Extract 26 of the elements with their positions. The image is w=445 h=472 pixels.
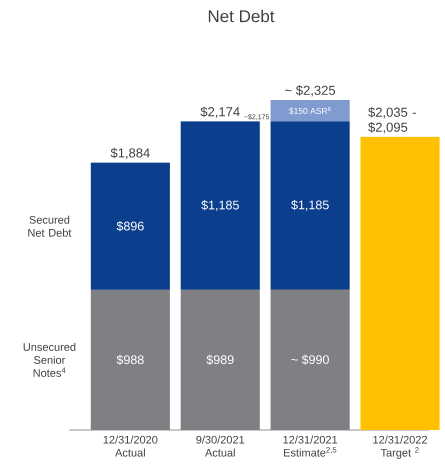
bar xyxy=(360,136,440,430)
bar xyxy=(90,290,170,430)
data-label: $988 xyxy=(116,354,144,365)
bar xyxy=(90,162,170,290)
bar xyxy=(270,100,350,122)
data-label: $1,185 xyxy=(201,200,239,211)
x-tick-label: 12/31/2022 Target $^{2}$ xyxy=(373,436,428,459)
total-label: $1,884 xyxy=(110,148,150,160)
bar xyxy=(180,290,260,430)
data-label: $1,185 xyxy=(291,200,329,211)
total-label: ~ $2,325 xyxy=(285,85,336,96)
x-tick-label: 12/31/2021 Estimate$^{2,5}$ xyxy=(283,436,338,457)
data-label: $896 xyxy=(116,221,144,232)
x-tick-label: 9/30/2021 Actual xyxy=(196,436,244,457)
data-label: $989 xyxy=(206,354,234,365)
bar xyxy=(270,121,350,290)
series-label: Unsecured Senior Notes$^{4}$ xyxy=(24,342,76,377)
x-tick-label: 12/31/2020 Actual xyxy=(104,436,158,457)
bar xyxy=(180,121,260,290)
data-label: ~ $990 xyxy=(291,354,329,365)
bar xyxy=(270,289,350,430)
chart-title: Net Debt xyxy=(208,10,274,22)
annotation: $2,035 - $2,095 xyxy=(368,107,416,134)
total-label: $2,174 xyxy=(200,106,240,118)
data-label: $150 ASR$^{6}$ xyxy=(288,106,331,114)
series-label: Secured Net Debt xyxy=(28,216,72,237)
